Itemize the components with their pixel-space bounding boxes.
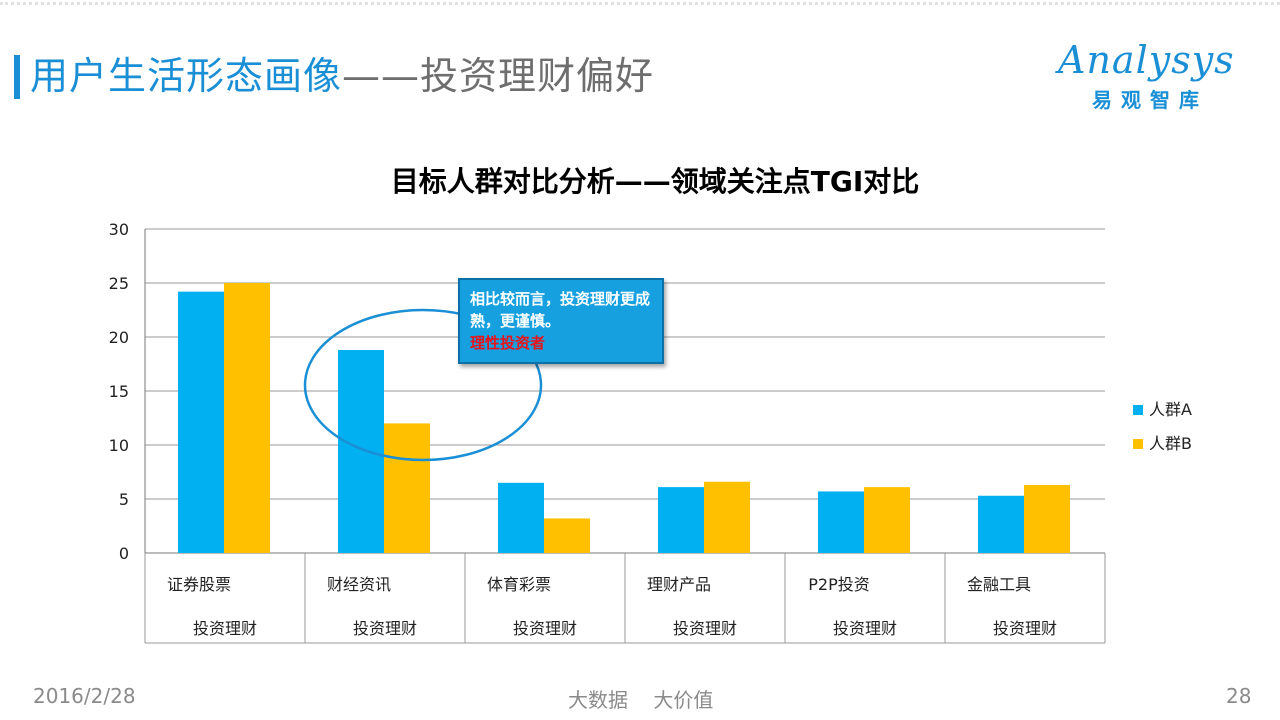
footer-slogan: 大数据 大价值 xyxy=(568,688,714,712)
page-title-main: 用户生活形态画像 xyxy=(30,54,343,98)
highlight-ellipse xyxy=(303,308,543,462)
x-category-label: 证券股票 xyxy=(167,575,231,594)
chart-title: 目标人群对比分析——领域关注点TGI对比 xyxy=(390,165,920,198)
y-tick-label: 15 xyxy=(109,382,129,401)
top-dotted-border xyxy=(0,2,1280,5)
x-group-label: 投资理财 xyxy=(673,619,737,638)
bar-b xyxy=(864,487,910,553)
bar-a xyxy=(498,482,544,553)
page-title-sub: ——投资理财偏好 xyxy=(342,54,655,98)
x-group-label: 投资理财 xyxy=(353,619,417,638)
y-tick-label: 10 xyxy=(109,436,129,455)
x-category-label: P2P投资 xyxy=(808,575,869,594)
legend-swatch xyxy=(1133,439,1143,449)
legend-label: 人群B xyxy=(1149,434,1192,453)
legend-swatch xyxy=(1133,405,1143,415)
bar-b xyxy=(1024,484,1070,553)
x-group-label: 投资理财 xyxy=(193,619,257,638)
x-category-label: 体育彩票 xyxy=(487,575,551,594)
x-category-label: 财经资讯 xyxy=(327,575,391,594)
bar-a xyxy=(818,491,864,553)
legend-label: 人群A xyxy=(1149,400,1192,419)
x-group-label: 投资理财 xyxy=(513,619,577,638)
x-category-label: 理财产品 xyxy=(647,575,711,594)
y-tick-label: 5 xyxy=(119,490,129,509)
page-title: 用户生活形态画像——投资理财偏好 xyxy=(30,50,654,102)
callout-highlight-text: 理性投资者 xyxy=(470,334,546,352)
x-group-label: 投资理财 xyxy=(993,619,1057,638)
bar-a xyxy=(178,291,224,553)
y-tick-label: 0 xyxy=(119,544,129,563)
bar-b xyxy=(544,518,590,553)
bar-a xyxy=(338,349,384,553)
footer-date: 2016/2/28 xyxy=(33,684,136,708)
bar-a xyxy=(978,495,1024,553)
x-group-label: 投资理财 xyxy=(833,619,897,638)
y-tick-label: 30 xyxy=(109,220,129,239)
logo-wordmark: Analysys xyxy=(1058,38,1235,82)
bar-a xyxy=(658,487,704,553)
bar-b xyxy=(704,481,750,553)
x-category-label: 金融工具 xyxy=(967,575,1031,594)
bar-b xyxy=(224,283,270,553)
callout-text: 相比较而言，投资理财更成熟，更谨慎。 xyxy=(470,290,651,330)
bar-b xyxy=(384,423,430,553)
y-tick-label: 25 xyxy=(109,274,129,293)
callout-box: 相比较而言，投资理财更成熟，更谨慎。 理性投资者 xyxy=(458,278,664,364)
logo-chinese-name: 易观智库 xyxy=(1092,88,1208,112)
title-accent-bar xyxy=(14,55,20,99)
brand-logo: Analysys 易观智库 xyxy=(1058,30,1248,116)
y-tick-label: 20 xyxy=(109,328,129,347)
page-number: 28 xyxy=(1226,684,1252,708)
